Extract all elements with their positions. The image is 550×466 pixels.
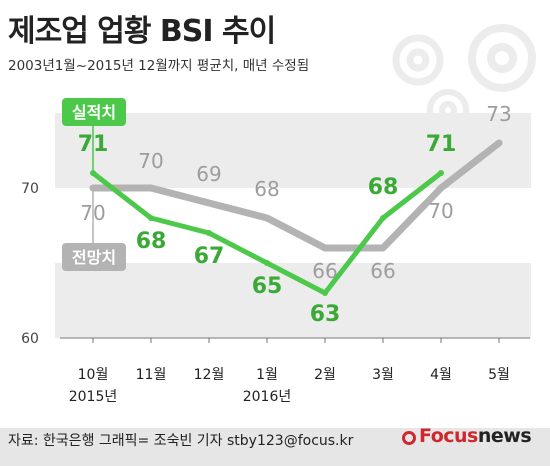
x-year-label: 2016년 xyxy=(243,389,292,405)
x-tick-label: 1월 xyxy=(256,367,278,383)
x-tick-label: 12월 xyxy=(194,367,225,383)
brand-news-text: news xyxy=(477,425,532,447)
brand-focus-text: Focus xyxy=(419,425,478,447)
footer-bar xyxy=(0,428,550,466)
forecast-data-label: 69 xyxy=(196,162,221,186)
forecast-data-label: 73 xyxy=(486,102,511,126)
forecast-data-label: 70 xyxy=(80,201,105,225)
x-tick-label: 10월 xyxy=(78,367,109,383)
x-year-label: 2015년 xyxy=(69,389,118,405)
legend-badge-actual-bg xyxy=(62,98,126,126)
actual-point xyxy=(380,215,386,221)
series-line-forecast xyxy=(89,139,503,252)
x-tick-label: 3월 xyxy=(372,367,394,383)
forecast-point xyxy=(90,185,96,191)
forecast-point xyxy=(438,185,444,191)
actual-data-label: 63 xyxy=(310,302,341,327)
actual-data-label: 71 xyxy=(426,132,457,157)
forecast-point xyxy=(380,245,386,251)
source-credit: 자료: 한국은행 그래픽= 조숙빈 기자 stby123@focus.kr xyxy=(8,433,354,449)
forecast-data-label: 70 xyxy=(428,199,453,223)
forecast-point xyxy=(148,185,154,191)
chart-subtitle: 2003년1월~2015년 12월까지 평균치, 매년 수정됨 xyxy=(8,58,310,74)
forecast-data-label: 70 xyxy=(138,149,163,173)
actual-data-label: 68 xyxy=(136,229,167,254)
actual-point xyxy=(264,260,270,266)
actual-data-label: 71 xyxy=(78,132,109,157)
x-tick-label: 5월 xyxy=(488,367,510,383)
legend-label-forecast: 전망치 xyxy=(72,248,116,267)
focus-logo-icon xyxy=(402,431,416,445)
forecast-data-label: 66 xyxy=(312,259,337,283)
forecast-data-label: 66 xyxy=(370,259,395,283)
actual-data-label: 68 xyxy=(368,175,399,200)
y-tick-label: 60 xyxy=(21,331,39,347)
actual-point xyxy=(206,230,212,236)
forecast-point xyxy=(206,200,212,206)
chart-title: 제조업 업황 BSI 추이 xyxy=(8,14,276,49)
forecast-point xyxy=(496,140,502,146)
x-tick-label: 11월 xyxy=(136,367,167,383)
legend-badge-forecast: 전망치 xyxy=(62,243,126,271)
forecast-point xyxy=(322,245,328,251)
brand-logo: Focusnews xyxy=(402,425,532,447)
gear-icon xyxy=(468,24,536,92)
actual-point xyxy=(148,215,154,221)
actual-data-label: 65 xyxy=(252,274,283,299)
forecast-data-label: 68 xyxy=(254,177,279,201)
x-tick-label: 2월 xyxy=(314,367,336,383)
legend-badge-actual: 실적치 xyxy=(62,98,126,126)
actual-point xyxy=(90,170,96,176)
legend-label-actual: 실적치 xyxy=(72,103,116,122)
y-tick-label: 70 xyxy=(21,181,39,197)
forecast-point xyxy=(264,215,270,221)
actual-data-label: 67 xyxy=(194,244,225,269)
gear-icon xyxy=(392,34,444,86)
legend-badge-forecast-bg xyxy=(62,243,126,271)
actual-point xyxy=(438,170,444,176)
actual-point xyxy=(322,290,328,296)
x-tick-label: 4월 xyxy=(430,367,452,383)
